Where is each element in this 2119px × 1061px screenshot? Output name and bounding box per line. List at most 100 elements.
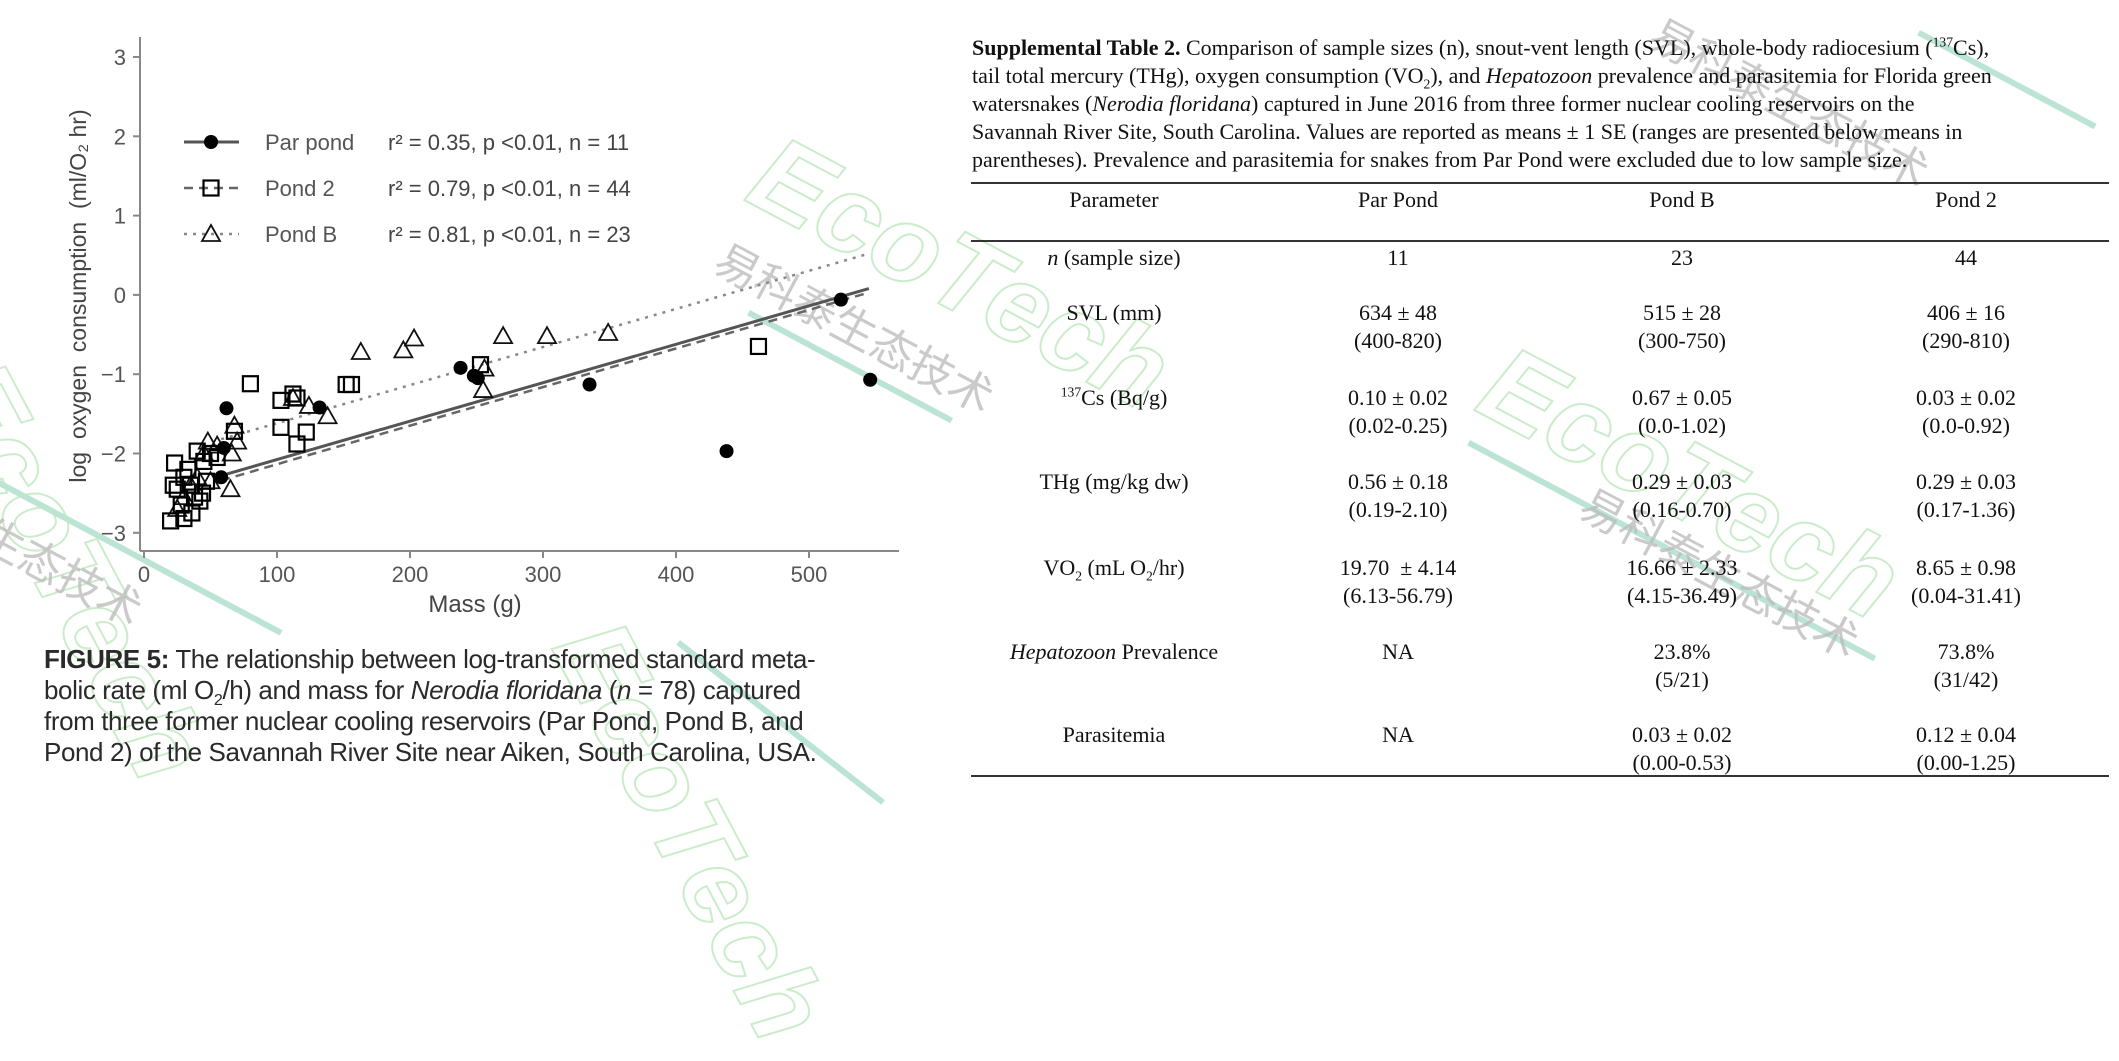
cell-mean: 23 [1671,245,1693,270]
table-cell: 0.29 ± 0.03 (0.16-0.70) [1552,468,1812,524]
text-segment: n [617,675,632,705]
text-segment: prevalence and parasitemia for Florida g… [1592,63,1992,88]
data-point-par-pond [470,371,485,386]
data-point-pond-b [472,379,494,398]
text-segment: SVL (mm) [1066,300,1162,325]
y-tick-label: 2 [114,124,126,149]
data-point-pond-2 [193,484,212,502]
text-segment: bolic rate (ml O [44,675,214,705]
data-point-pond-2 [749,337,768,356]
text-segment: THg (mg/kg dw) [1039,469,1189,494]
cell-range: (290-810) [1922,328,2010,353]
y-tick-label: 1 [114,204,126,229]
data-point-pond-2 [241,375,259,393]
data-point-pond-b [492,325,514,345]
y-tick-label: 0 [114,283,126,308]
table-cell: 0.67 ± 0.05 (0.0-1.02) [1552,384,1812,440]
text-segment: ( [601,675,618,705]
text-segment: ), and [1430,63,1486,88]
table-cell: 23 [1552,244,1812,272]
table-cell: 73.8% (31/42) [1836,638,2096,694]
data-point-pond-2 [162,512,180,530]
y-tick-label: −2 [101,442,126,467]
table-cell: 44 [1836,244,2096,272]
legend-label: Pond B [265,222,337,247]
table-top-rule [971,182,2109,184]
cell-mean: 0.12 ± 0.04 [1915,722,2017,747]
cell-mean: 0.03 ± 0.02 [1631,722,1733,747]
data-point-pond-b [226,430,248,450]
cell-mean: 515 ± 28 [1642,300,1722,325]
text-segment: /h) and mass for [222,675,411,705]
table-cell: 0.12 ± 0.04 (0.00-1.25) [1836,721,2096,777]
table-cell: 23.8% (5/21) [1552,638,1812,694]
cell-mean: 406 ± 16 [1926,300,2006,325]
row-parameter: VO2 (mL O2/hr) [984,554,1244,583]
cell-range: (0.0-0.92) [1922,413,2010,438]
column-header: Pond 2 [1935,187,1997,212]
row-parameter: Hepatozoon Prevalence [984,638,1244,666]
text-segment: (sample size) [1058,245,1181,270]
x-tick-label: 400 [658,562,695,587]
caption-line: Supplemental Table 2. Comparison of samp… [972,34,1992,62]
cell-mean: 0.56 ± 0.18 [1347,469,1449,494]
data-point-pond-2 [288,389,306,407]
table-cell: 406 ± 16 (290-810) [1836,299,2096,355]
text-segment: tail total mercury (THg), oxygen consump… [972,63,1424,88]
caption-line: tail total mercury (THg), oxygen consump… [972,62,1992,92]
text-segment: Cs), [1953,35,1990,60]
data-point-par-pond [719,444,734,459]
data-point-pond-b [219,478,241,498]
y-tick-label: −3 [101,521,126,546]
cell-mean: 16.66 ± 2.33 [1626,555,1738,580]
text-segment: Comparison of sample sizes (n), snout-ve… [1180,35,1933,60]
text-segment: from three former nuclear cooling reserv… [44,706,804,736]
text-segment: = 78) captured [631,675,801,705]
table-cell: 19.70 ± 4.14 (6.13-56.79) [1268,554,1528,610]
text-segment: 2 [1423,76,1431,92]
data-point-pond-2 [179,460,197,478]
cell-range: (400-820) [1354,328,1442,353]
text-segment: Hepatozoon [1485,63,1593,88]
data-point-pond-b [350,341,372,360]
data-point-pond-2 [225,422,244,440]
figure-caption: FIGURE 5: The relationship between log-t… [44,644,817,768]
x-tick-label: 500 [791,562,828,587]
data-point-par-pond [863,372,878,387]
caption-line: watersnakes (Nerodia floridana) captured… [972,90,1992,118]
data-point-par-pond [216,440,231,455]
table-cell: 0.03 ± 0.02 (0.0-0.92) [1836,384,2096,440]
scatter-chart: 3 2 1 0 −1 −2 −3 0 100 200 300 400 500 Par pond r² = … [65,37,899,618]
cell-mean: 44 [1955,245,1977,270]
cell-mean: 11 [1387,245,1409,270]
data-point-pond-2 [297,423,315,441]
text-segment: Pond 2) of the Savannah River Site near … [44,737,817,767]
data-point-pond-b [536,325,558,345]
text-segment: 2 [213,691,223,710]
cell-range: (0.17-1.36) [1916,497,2016,522]
fit-line-pond-2 [220,291,870,482]
data-point-par-pond [214,470,229,485]
caption-line: bolic rate (ml O2/h) and mass for Nerodi… [44,675,816,710]
cell-mean: 23.8% [1653,639,1711,664]
data-point-pond-b [403,327,425,347]
x-tick-label: 100 [259,562,296,587]
data-point-pond-2 [197,472,216,490]
data-point-par-pond [312,400,327,415]
text-segment: FIGURE 5: [44,644,169,674]
cell-mean: 0.03 ± 0.02 [1915,385,2017,410]
table-header-rule [971,240,2109,242]
table-cell: 8.65 ± 0.98 (0.04-31.41) [1836,554,2096,610]
data-point-pond-b [597,322,619,341]
text-segment: VO [1043,555,1076,580]
cell-mean: 8.65 ± 0.98 [1915,555,2017,580]
table-bottom-rule [971,775,2109,777]
text-segment: /hr) [1152,555,1185,580]
y-axis-label: log oxygen consumption (ml/O₂ hr) [65,109,91,482]
table-cell: 0.10 ± 0.02 (0.02-0.25) [1268,384,1528,440]
caption-line: FIGURE 5: The relationship between log-t… [44,644,816,675]
data-point-pond-2 [288,435,306,453]
cell-range: (6.13-56.79) [1343,583,1453,608]
table-cell: 11 [1268,244,1528,272]
data-point-pond-b [392,339,414,359]
